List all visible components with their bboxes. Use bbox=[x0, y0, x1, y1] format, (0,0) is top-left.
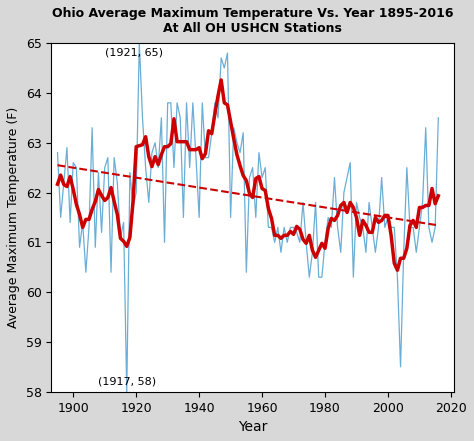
Text: (1917, 58): (1917, 58) bbox=[99, 376, 156, 386]
X-axis label: Year: Year bbox=[238, 420, 267, 434]
Title: Ohio Average Maximum Temperature Vs. Year 1895-2016
At All OH USHCN Stations: Ohio Average Maximum Temperature Vs. Yea… bbox=[52, 7, 454, 35]
Y-axis label: Average Maximum Temperature (F): Average Maximum Temperature (F) bbox=[7, 107, 20, 328]
Text: (1921, 65): (1921, 65) bbox=[105, 48, 163, 57]
